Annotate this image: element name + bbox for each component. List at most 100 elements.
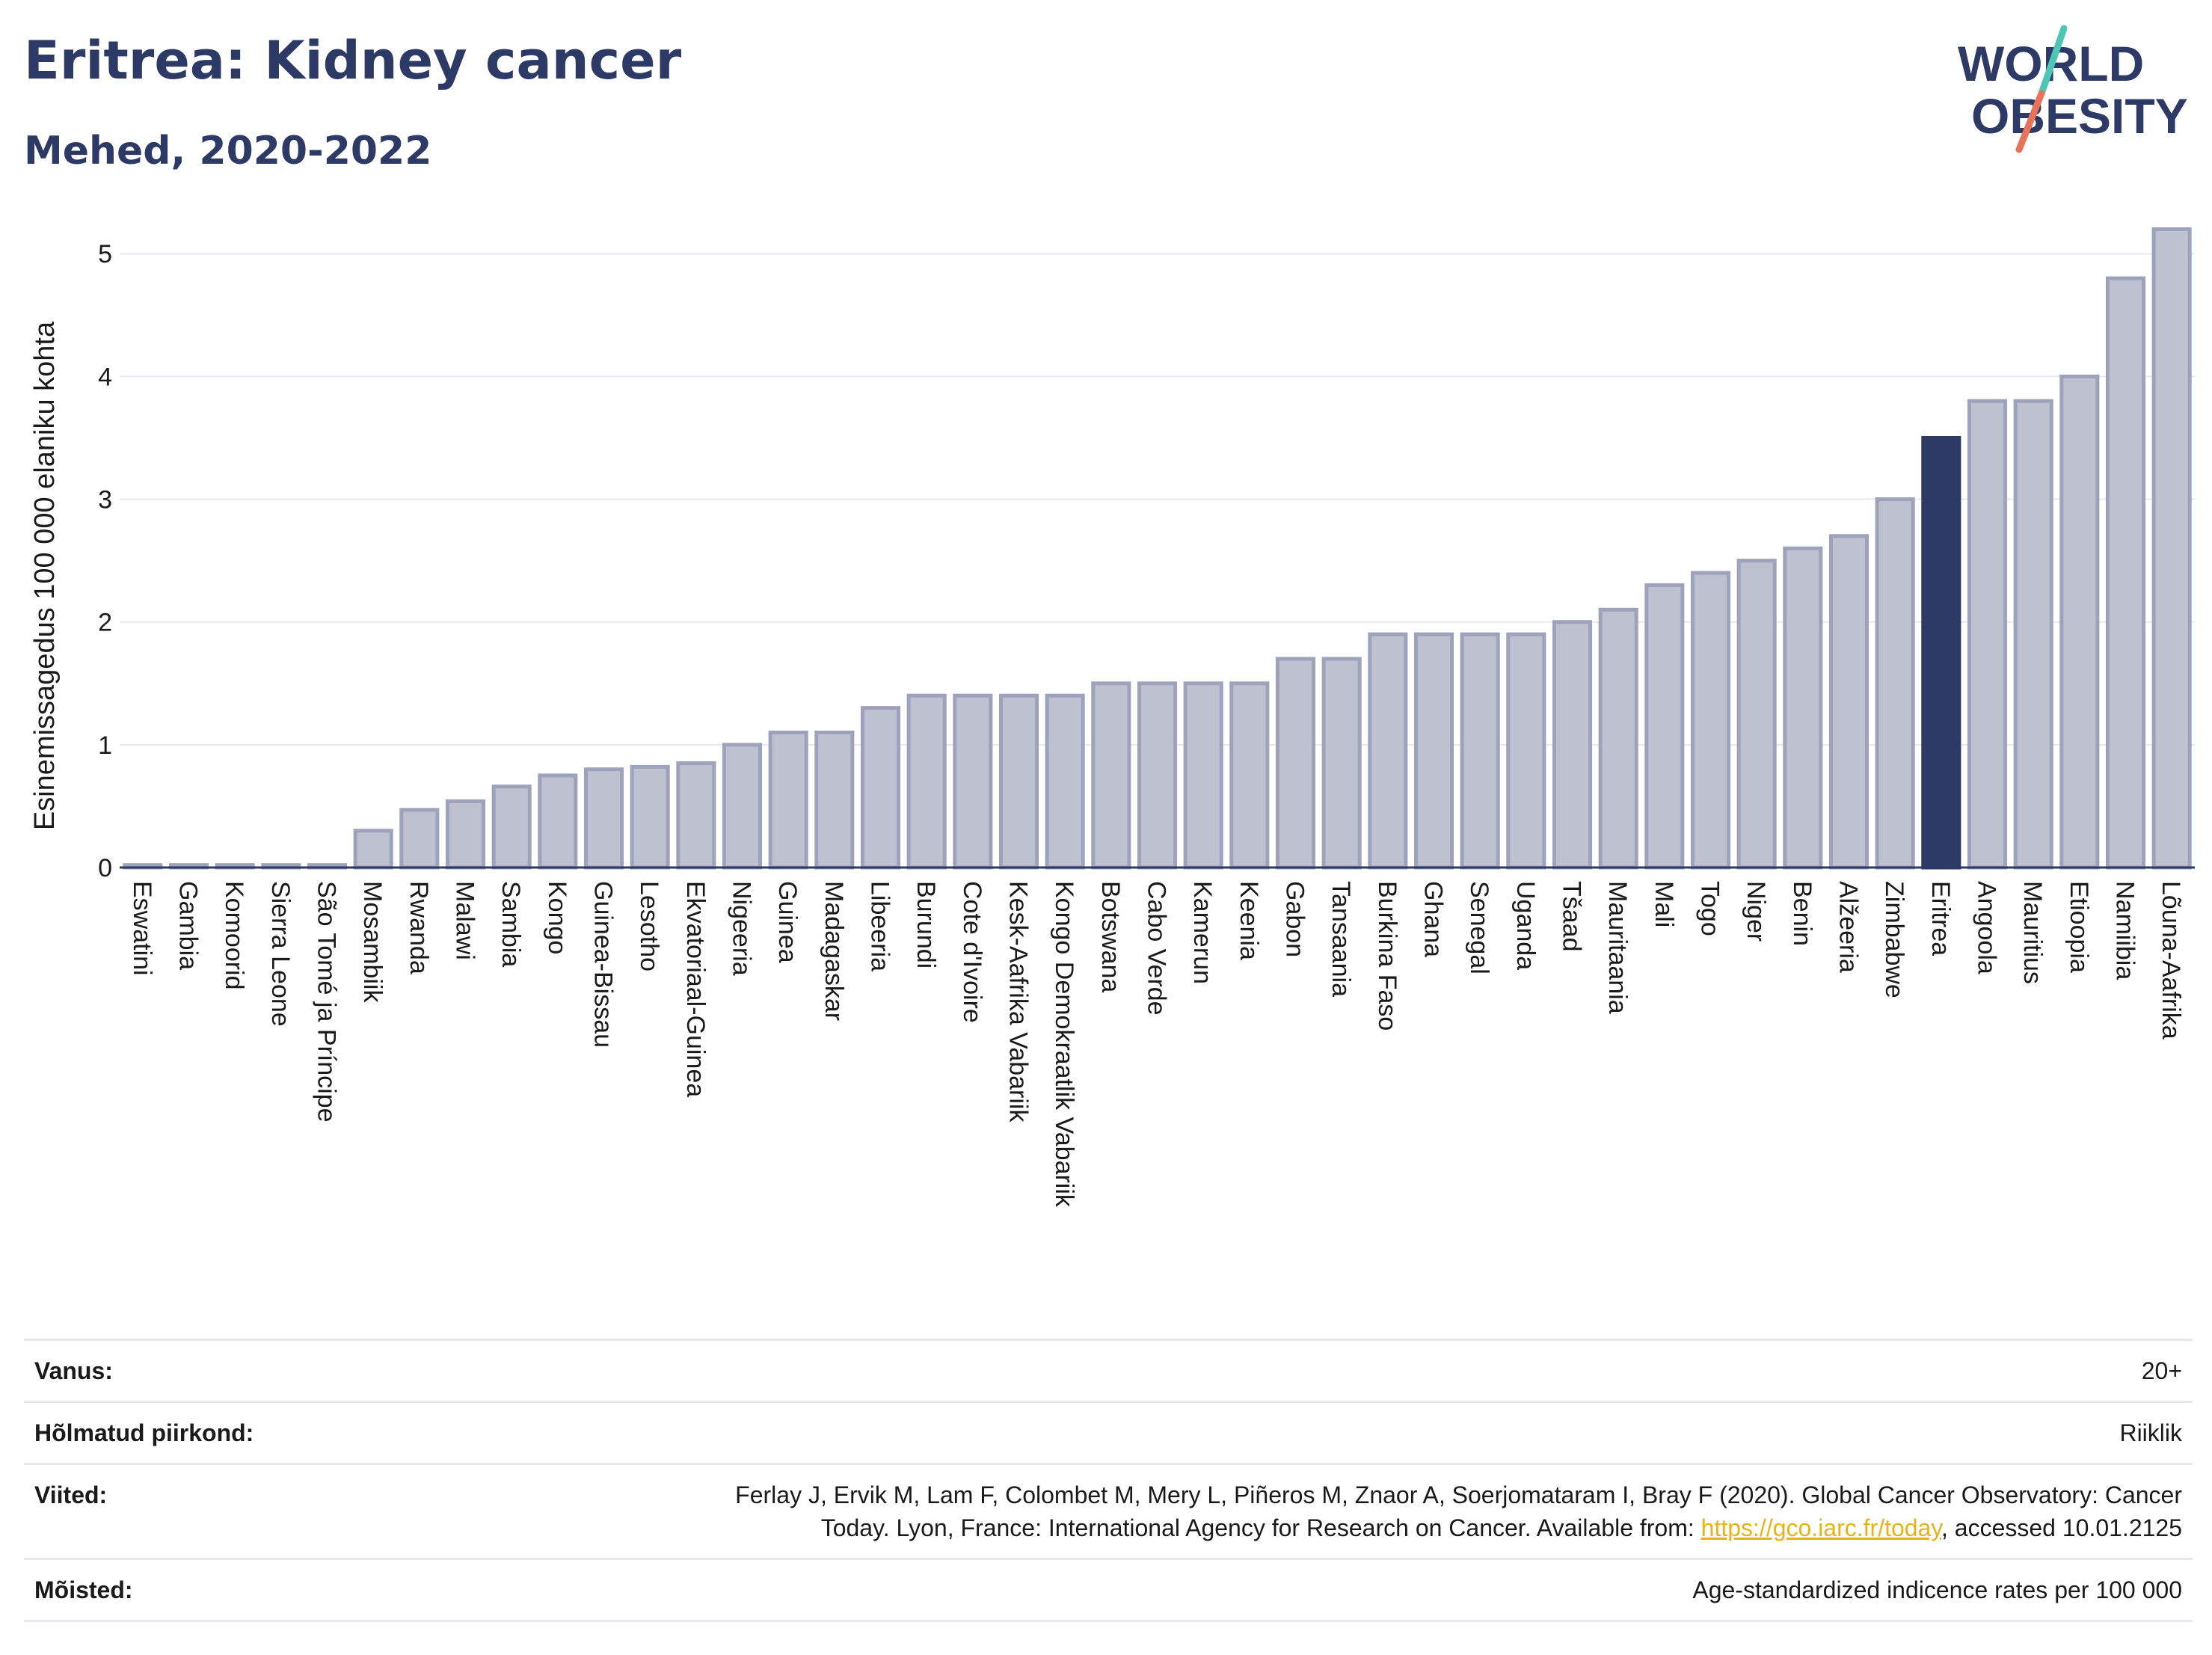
bar (906, 693, 947, 870)
reference-line2: Today. Lyon, France: International Agenc… (735, 1511, 2182, 1544)
info-row-references: Viited: Ferlay J, Ervik M, Lam F, Colomb… (24, 1463, 2193, 1558)
x-tick-label: Angoola (1973, 881, 2001, 974)
y-tick-label: 4 (98, 363, 112, 391)
bar (2013, 399, 2053, 870)
logo-slash-bottom (2015, 90, 2045, 153)
bar (953, 693, 993, 870)
x-tick-label: Senegal (1465, 881, 1493, 974)
x-tick-label: Togo (1696, 881, 1724, 936)
x-tick-label: Kongo Demokraatlik Vabariik (1050, 881, 1078, 1208)
x-tick-label: Madagaskar (820, 881, 848, 1021)
bar (1413, 632, 1454, 870)
x-tick-label: Burkina Faso (1373, 881, 1401, 1031)
x-tick-label: Libeeria (866, 881, 894, 971)
x-tick-label: Mosambiik (358, 881, 387, 1003)
info-label-age: Vanus: (34, 1357, 113, 1384)
x-tick-label: Mauritaania (1603, 881, 1632, 1014)
bar (1321, 657, 1362, 870)
x-tick-label: São Tomé ja Príncipe (313, 881, 341, 1123)
bar (814, 730, 855, 870)
bar (722, 743, 763, 870)
bar (1783, 546, 1823, 870)
bar (1460, 632, 1500, 870)
reference-pre: Today. Lyon, France: International Agenc… (820, 1514, 1701, 1541)
x-tick-label: Malawi (451, 881, 479, 960)
bar (1644, 583, 1685, 870)
x-tick-label: Sambia (497, 881, 525, 967)
reference-post: , accessed 10.01.2125 (1941, 1514, 2182, 1541)
info-value-references: Ferlay J, Ervik M, Lam F, Colombet M, Me… (735, 1465, 2193, 1544)
info-row-coverage: Hõlmatud piirkond: Riiklik (24, 1401, 2193, 1463)
info-label-references: Viited: (34, 1481, 108, 1508)
bar (1967, 399, 2008, 870)
info-table: Vanus: 20+ Hõlmatud piirkond: Riiklik Vi… (24, 1339, 2193, 1622)
bar (1275, 657, 1316, 870)
y-tick-label: 0 (98, 854, 112, 882)
x-tick-label: Etioopia (2065, 881, 2093, 973)
info-value-coverage: Riiklik (2119, 1419, 2182, 1446)
x-tick-label: Ghana (1419, 881, 1448, 957)
bar (1368, 632, 1408, 870)
bars (123, 227, 2192, 870)
y-tick-label: 2 (98, 609, 112, 637)
bar (399, 808, 440, 870)
bar (353, 829, 393, 870)
x-tick-label: Guinea (773, 881, 802, 963)
y-axis-ticks: 0 1 2 3 4 5 (98, 240, 112, 882)
x-tick-label: Namiibia (2111, 881, 2139, 980)
bar (630, 764, 670, 870)
reference-link[interactable]: https://gco.iarc.fr/today (1701, 1514, 1941, 1541)
chart-title: Eritrea: Kidney cancer (24, 30, 682, 91)
bar (2059, 374, 2100, 870)
bar (1183, 681, 1223, 870)
bar (998, 693, 1039, 870)
bar-highlighted (1921, 435, 1961, 870)
y-axis-label: Esinemissagedus 100 000 elaniku kohta (29, 321, 61, 830)
x-tick-label: Burundi (912, 881, 940, 968)
x-tick-label: Tansaania (1327, 881, 1355, 997)
y-tick-label: 3 (98, 486, 112, 515)
bar (538, 773, 578, 870)
world-obesity-logo: WORLD OBESITY (1958, 25, 2188, 153)
x-tick-label: Gabon (1281, 881, 1309, 957)
info-row-definitions: Mõisted: Age-standardized indicence rate… (24, 1558, 2193, 1622)
x-tick-label: Lesotho (635, 881, 663, 971)
x-tick-label: Guinea-Bissau (589, 881, 618, 1048)
x-tick-label: Lõuna-Aafrika (2157, 881, 2185, 1040)
y-tick-label: 1 (98, 731, 112, 760)
chart-subtitle: Mehed, 2020-2022 (24, 129, 432, 174)
x-axis-labels: Eswatini Gambia Komoorid Sierra Leone São To… (128, 881, 2185, 1208)
bar (2151, 227, 2192, 870)
bar-chart: 0 1 2 3 4 5 Eswatini Gambia Komoorid Sierra Leon… (29, 227, 2195, 1208)
x-tick-label: Eritrea (1926, 881, 1955, 956)
bar (1598, 607, 1638, 870)
bar (1690, 571, 1731, 870)
x-tick-label: Botswana (1096, 881, 1125, 992)
bar (676, 761, 716, 870)
bar (768, 730, 808, 870)
bar (491, 784, 532, 870)
x-tick-label: Rwanda (405, 881, 433, 974)
bar (583, 767, 624, 870)
bar (1828, 534, 1870, 870)
x-tick-label: Tšaad (1558, 881, 1586, 952)
x-tick-label: Mali (1650, 881, 1678, 927)
bar (860, 706, 901, 870)
x-tick-label: Gambia (174, 881, 203, 970)
bar (1506, 632, 1546, 870)
x-tick-label: Uganda (1511, 881, 1540, 970)
info-value-age: 20+ (2141, 1357, 2182, 1384)
info-row-age: Vanus: 20+ (24, 1339, 2193, 1401)
logo-line2: OBESITY (1971, 88, 2188, 144)
x-tick-label: Sierra Leone (266, 881, 295, 1027)
x-tick-label: Keenia (1235, 881, 1263, 960)
bar (1229, 681, 1270, 870)
bar (1137, 681, 1178, 870)
x-tick-label: Nigeeria (728, 881, 756, 976)
x-tick-label: Ekvatoriaal-Guinea (681, 881, 710, 1097)
logo-slash-top (2038, 25, 2068, 97)
x-tick-label: Niger (1742, 881, 1770, 942)
x-tick-label: Kesk-Aafrika Vabariik (1004, 881, 1033, 1123)
x-tick-label: Komoorid (220, 881, 248, 990)
x-tick-label: Eswatini (128, 881, 156, 976)
